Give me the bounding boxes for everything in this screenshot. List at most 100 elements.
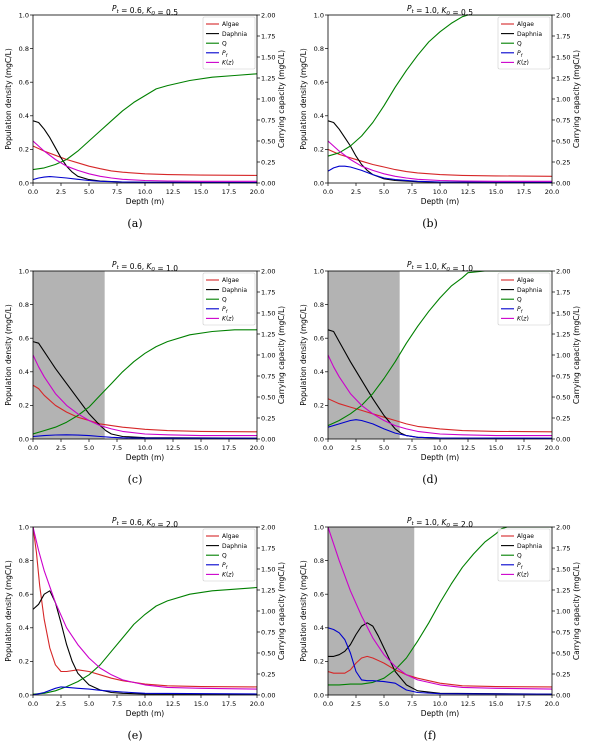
legend-label: K(z) bbox=[222, 316, 234, 323]
legend-label: K(z) bbox=[222, 60, 234, 67]
y2-tick-label: 1.00 bbox=[556, 351, 570, 359]
y-axis-label: Population density (mgC/L) bbox=[299, 48, 308, 150]
chart-title: Pt = 1.0, K0 = 2.0 bbox=[407, 516, 473, 529]
x-tick-label: 15.0 bbox=[194, 444, 208, 452]
series-line bbox=[33, 354, 257, 437]
legend-label: Daphnia bbox=[222, 31, 247, 38]
x-tick-label: 10.0 bbox=[433, 700, 447, 708]
y2-tick-label: 0.00 bbox=[261, 435, 275, 443]
y2-tick-label: 0.50 bbox=[261, 137, 275, 145]
y-tick-label: 0.0 bbox=[19, 691, 29, 699]
y2-tick-label: 1.50 bbox=[261, 53, 275, 61]
x-tick-label: 0.0 bbox=[323, 444, 333, 452]
y2-tick-label: 0.50 bbox=[261, 649, 275, 657]
shaded-region bbox=[33, 271, 105, 439]
x-tick-label: 12.5 bbox=[461, 188, 475, 196]
y2-tick-label: 0.25 bbox=[261, 414, 275, 422]
y-tick-label: 0.4 bbox=[19, 624, 29, 632]
y2-axis-label: Carrying capacity (mgC/L) bbox=[572, 562, 581, 660]
series-line bbox=[328, 419, 552, 439]
y-axis-label: Population density (mgC/L) bbox=[4, 48, 13, 150]
x-tick-label: 2.5 bbox=[351, 700, 361, 708]
y2-tick-label: 2.00 bbox=[261, 267, 275, 275]
x-tick-label: 15.0 bbox=[489, 188, 503, 196]
series-line bbox=[33, 176, 257, 183]
x-tick-label: 0.0 bbox=[323, 700, 333, 708]
y-tick-label: 0.4 bbox=[314, 624, 324, 632]
x-tick-label: 20.0 bbox=[545, 444, 559, 452]
y2-tick-label: 0.75 bbox=[261, 372, 275, 380]
y-tick-label: 0.2 bbox=[314, 658, 324, 666]
y-tick-label: 0.2 bbox=[19, 402, 29, 410]
y2-tick-label: 1.75 bbox=[261, 544, 275, 552]
legend-label: Algae bbox=[517, 21, 534, 28]
y-tick-label: 0.8 bbox=[314, 557, 324, 565]
y-tick-label: 0.0 bbox=[314, 691, 324, 699]
legend-label: Pf bbox=[517, 306, 524, 315]
x-tick-label: 0.0 bbox=[323, 188, 333, 196]
x-tick-label: 10.0 bbox=[433, 188, 447, 196]
chart-panel: 0.0 2.5 5.0 7.5 10.0 12.5 15.0 17.5 20.0 0.0 0.2 0.… bbox=[4, 4, 286, 230]
series-line bbox=[33, 527, 257, 688]
y-tick-label: 0.8 bbox=[19, 301, 29, 309]
x-tick-label: 7.5 bbox=[407, 700, 417, 708]
y-tick-label: 0.6 bbox=[19, 335, 29, 343]
series-line bbox=[328, 622, 552, 695]
panel-caption: (f) bbox=[424, 729, 437, 742]
x-tick-label: 15.0 bbox=[194, 700, 208, 708]
legend-label: Pf bbox=[222, 50, 229, 59]
y-tick-label: 0.4 bbox=[19, 112, 29, 120]
y2-tick-label: 1.75 bbox=[261, 288, 275, 296]
legend-label: K(z) bbox=[222, 572, 234, 579]
y-tick-label: 0.6 bbox=[19, 79, 29, 87]
x-tick-label: 5.0 bbox=[84, 188, 94, 196]
x-tick-label: 10.0 bbox=[138, 444, 152, 452]
series-line bbox=[33, 586, 257, 695]
series-line bbox=[33, 590, 257, 695]
y2-tick-label: 2.00 bbox=[556, 11, 570, 19]
legend-label: Algae bbox=[517, 277, 534, 284]
y-tick-label: 0.0 bbox=[19, 435, 29, 443]
series-line bbox=[33, 384, 257, 433]
chart-title: Pt = 1.0, K0 = 0.5 bbox=[407, 4, 473, 17]
series-line bbox=[328, 354, 552, 437]
legend-label: Algae bbox=[517, 533, 534, 540]
x-tick-label: 5.0 bbox=[84, 444, 94, 452]
legend-box bbox=[497, 528, 551, 582]
series-line bbox=[33, 434, 257, 439]
legend: Algae Daphnia Q PfK(z) bbox=[497, 272, 551, 326]
legend-label: Pf bbox=[222, 562, 229, 571]
series-line bbox=[328, 627, 552, 695]
y2-tick-label: 1.25 bbox=[556, 74, 570, 82]
x-tick-label: 7.5 bbox=[407, 444, 417, 452]
series-line bbox=[33, 73, 257, 171]
y2-tick-label: 0.25 bbox=[556, 414, 570, 422]
x-tick-label: 0.0 bbox=[28, 444, 38, 452]
series-line bbox=[328, 140, 552, 182]
x-tick-label: 0.0 bbox=[28, 700, 38, 708]
y-axis-label: Population density (mgC/L) bbox=[4, 304, 13, 406]
y2-axis-label: Carrying capacity (mgC/L) bbox=[277, 50, 286, 148]
y2-tick-label: 1.75 bbox=[556, 288, 570, 296]
legend-label: Pf bbox=[222, 306, 229, 315]
y2-tick-label: 2.00 bbox=[556, 523, 570, 531]
y2-tick-label: 0.50 bbox=[556, 137, 570, 145]
y2-tick-label: 0.75 bbox=[556, 372, 570, 380]
y2-tick-label: 1.00 bbox=[261, 607, 275, 615]
y-tick-label: 1.0 bbox=[314, 11, 324, 19]
x-tick-label: 20.0 bbox=[250, 700, 264, 708]
legend-label: Pf bbox=[517, 562, 524, 571]
y2-tick-label: 1.00 bbox=[261, 351, 275, 359]
x-tick-label: 0.0 bbox=[28, 188, 38, 196]
x-tick-label: 17.5 bbox=[517, 444, 531, 452]
y-tick-label: 0.8 bbox=[19, 557, 29, 565]
y2-tick-label: 0.00 bbox=[261, 179, 275, 187]
x-tick-label: 10.0 bbox=[138, 700, 152, 708]
legend-label: Daphnia bbox=[517, 543, 542, 550]
legend-box bbox=[202, 16, 256, 70]
y2-tick-label: 2.00 bbox=[261, 11, 275, 19]
y-tick-label: 0.0 bbox=[314, 179, 324, 187]
panel-caption: (b) bbox=[422, 217, 438, 230]
chart-title: Pt = 1.0, K0 = 1.0 bbox=[407, 260, 473, 273]
y2-tick-label: 1.25 bbox=[261, 330, 275, 338]
